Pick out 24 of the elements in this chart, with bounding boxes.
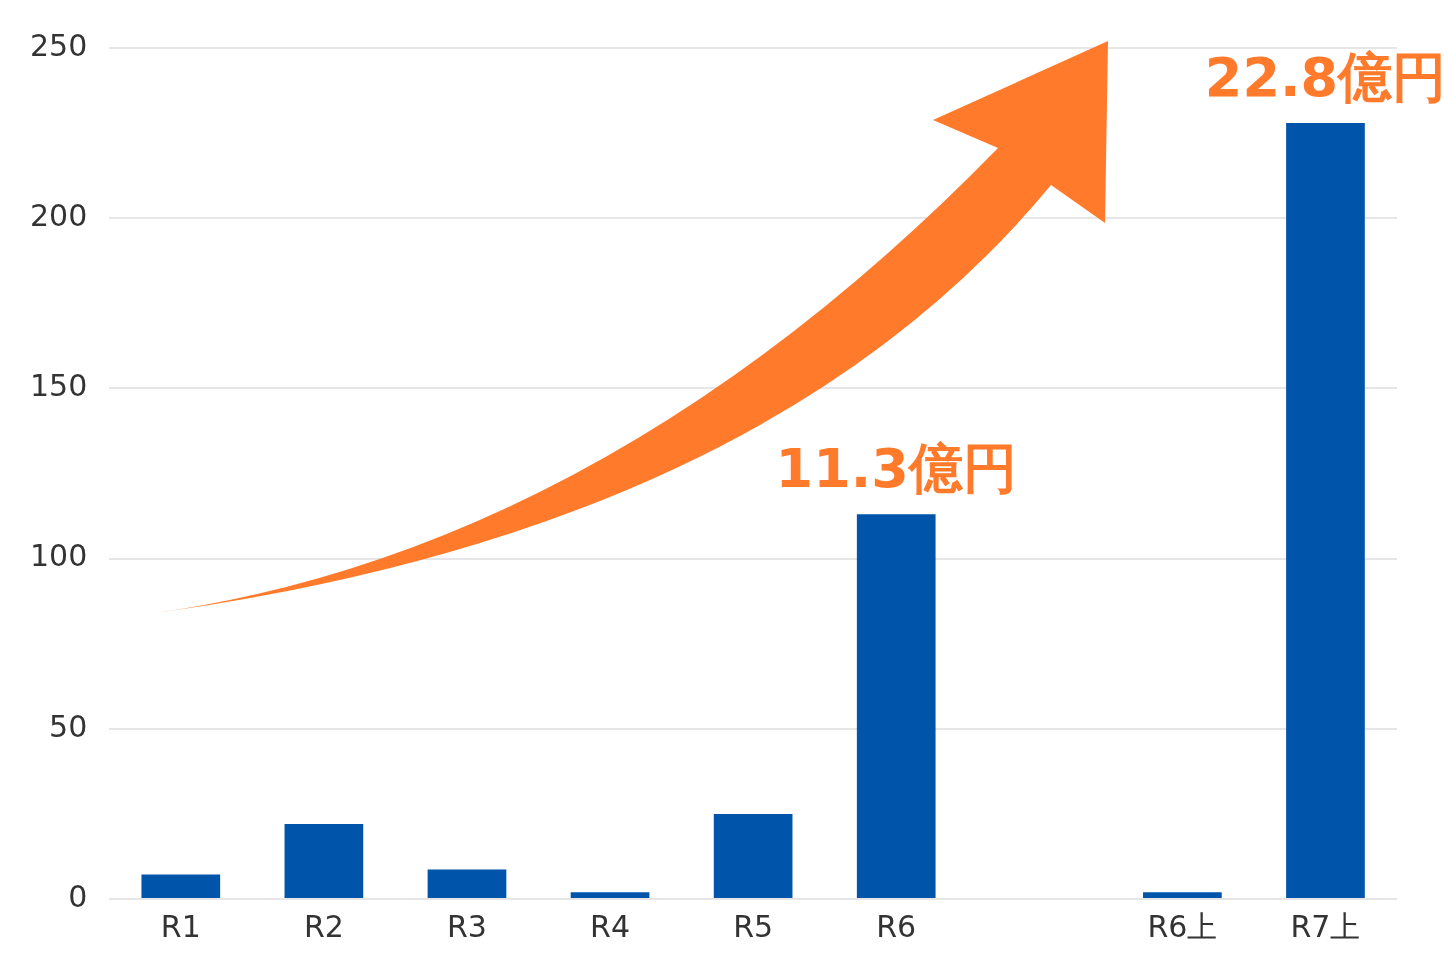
- bar: [570, 892, 650, 898]
- annotation: 22.8億円: [1204, 45, 1444, 109]
- annotation: 11.3億円: [775, 437, 1017, 501]
- x-tick-label: R6: [876, 908, 917, 944]
- y-tick-label: 150: [30, 368, 88, 404]
- x-tick-label: R6上: [1147, 908, 1218, 944]
- x-tick-label: R7上: [1290, 908, 1361, 944]
- bar: [1286, 122, 1365, 898]
- bar: [141, 874, 221, 898]
- y-tick-label: 250: [30, 27, 88, 63]
- x-tick-label: R1: [160, 908, 201, 944]
- x-tick-label: R4: [590, 908, 631, 944]
- y-tick-label: 100: [30, 538, 88, 574]
- y-tick-label: 200: [30, 198, 88, 233]
- x-tick-label: R3: [447, 908, 487, 944]
- bar: [713, 813, 793, 898]
- bar: [856, 514, 936, 898]
- x-tick-label: R5: [733, 908, 774, 944]
- x-tick-label: R2: [303, 908, 344, 944]
- bar: [284, 824, 364, 898]
- y-tick-label: 50: [49, 708, 88, 744]
- bar: [427, 869, 507, 898]
- bar: [1143, 892, 1222, 898]
- y-tick-label: 0: [68, 878, 88, 914]
